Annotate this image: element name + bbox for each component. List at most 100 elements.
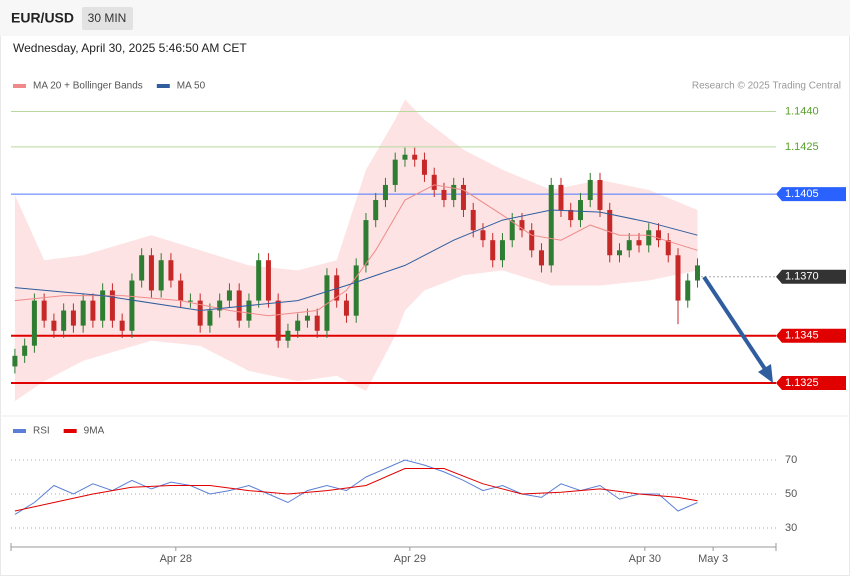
candle-body xyxy=(558,184,564,210)
candle-body xyxy=(353,265,359,316)
level-label: 1.1345 xyxy=(785,330,819,342)
symbol: EUR/USD xyxy=(11,10,74,26)
level-label: 1.1370 xyxy=(785,271,819,283)
candle-body xyxy=(529,230,535,251)
x-tick-label: Apr 29 xyxy=(394,553,426,565)
candle-body xyxy=(343,300,349,316)
indicator-line xyxy=(14,468,698,512)
candle-body xyxy=(392,159,398,185)
candle-body xyxy=(451,184,457,201)
candle-body xyxy=(470,209,476,231)
candle-body xyxy=(597,179,603,210)
candle-body xyxy=(217,300,223,311)
candle-body xyxy=(373,200,379,221)
candle-body xyxy=(207,310,213,326)
candle-body xyxy=(178,280,184,301)
level-label: 1.1405 xyxy=(785,188,819,200)
candle-body xyxy=(431,174,437,190)
candle-body xyxy=(695,265,701,281)
candle-body xyxy=(61,310,67,331)
candle-body xyxy=(129,280,135,331)
candle-body xyxy=(187,300,193,302)
legend-label: RSI xyxy=(33,426,50,437)
level-label: 1.1425 xyxy=(785,141,819,153)
candle-body xyxy=(665,240,671,256)
candle-body xyxy=(314,315,320,331)
candle-body xyxy=(441,189,447,201)
legend-swatch xyxy=(156,84,170,88)
candle-body xyxy=(12,355,18,367)
candle-body xyxy=(460,184,466,210)
y-tick-label: 30 xyxy=(785,522,797,534)
indicator-line xyxy=(14,459,698,515)
indicator-line xyxy=(14,184,698,317)
candle-body xyxy=(236,290,242,321)
candle-body xyxy=(275,300,281,341)
candle-body xyxy=(285,330,291,341)
forecast-arrow xyxy=(702,275,769,374)
legend-swatch xyxy=(63,429,77,433)
candle-body xyxy=(607,209,613,256)
candle-body xyxy=(646,230,652,246)
candle-body xyxy=(334,275,340,301)
interval[interactable]: 30 MIN xyxy=(88,11,127,25)
level-label: 1.1325 xyxy=(785,377,819,389)
x-tick-label: Apr 30 xyxy=(629,553,661,565)
candle-body xyxy=(616,250,622,256)
candle-body xyxy=(587,179,593,201)
candle-body xyxy=(148,255,154,291)
candle-body xyxy=(538,250,544,266)
candle-body xyxy=(480,230,486,241)
candle-body xyxy=(421,159,427,175)
candle-body xyxy=(226,290,232,301)
candle-body xyxy=(80,300,86,326)
candle-body xyxy=(295,320,301,331)
interval-box[interactable] xyxy=(82,7,133,30)
candle-body xyxy=(412,154,418,160)
legend-swatch xyxy=(13,429,26,433)
candle-body xyxy=(90,300,96,321)
candle-body xyxy=(626,240,632,251)
header-bar xyxy=(0,0,850,36)
bollinger-band xyxy=(14,99,698,402)
candle-body xyxy=(490,240,496,261)
candle-body xyxy=(119,320,125,331)
candle-body xyxy=(197,300,203,326)
candle-body xyxy=(382,184,388,201)
timestamp: Wednesday, April 30, 2025 5:46:50 AM CET xyxy=(13,41,247,55)
indicator-line xyxy=(14,209,698,312)
candle-body xyxy=(246,300,252,321)
candle-body xyxy=(568,209,574,221)
candle-body xyxy=(31,300,37,346)
candle-body xyxy=(41,300,47,321)
candle-body xyxy=(548,184,554,266)
plot: 1.1440 1.1425 1.1405 1.1370 1.1345 1.1325 MA 2… xyxy=(10,81,846,565)
level-label-box xyxy=(776,328,846,343)
candle-body xyxy=(158,260,164,291)
candle-body xyxy=(519,220,525,231)
candle-body xyxy=(139,255,145,281)
source: Research © 2025 Trading Central xyxy=(692,81,841,92)
x-tick-label: May 3 xyxy=(698,553,728,565)
candle-body xyxy=(51,320,57,331)
candle-body xyxy=(100,290,106,321)
legend-label: 9MA xyxy=(84,426,105,437)
candle-body xyxy=(402,154,408,160)
candle-body xyxy=(636,240,642,246)
candle-body xyxy=(499,240,505,261)
candle-body xyxy=(70,310,76,326)
candle-body xyxy=(675,255,681,301)
y-tick-label: 50 xyxy=(785,488,797,500)
legend-label: MA 50 xyxy=(177,81,206,92)
candle-body xyxy=(685,280,691,301)
candle-body xyxy=(509,220,515,241)
legend-swatch xyxy=(13,84,26,88)
x-tick-label: Apr 28 xyxy=(160,553,192,565)
level-label-box xyxy=(776,269,846,284)
candle-body xyxy=(256,260,262,301)
candle-body xyxy=(168,260,174,281)
candle-body xyxy=(109,290,115,321)
level-label: 1.1440 xyxy=(785,105,819,117)
